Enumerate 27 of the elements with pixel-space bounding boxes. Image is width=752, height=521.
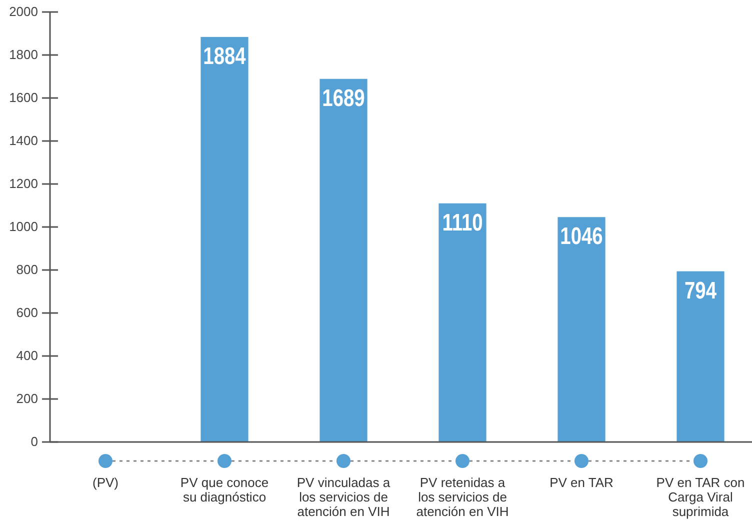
y-tick-label: 0	[30, 434, 38, 450]
data-label: 1884	[203, 42, 246, 70]
y-tick-label: 1000	[9, 219, 38, 234]
data-label: 1110	[442, 208, 483, 236]
y-tick-label: 1800	[9, 47, 38, 62]
bar	[676, 271, 724, 442]
y-tick-label: 2000	[9, 4, 38, 20]
data-label: 1689	[322, 84, 365, 112]
bar	[200, 36, 248, 442]
x-tick-label: (PV)	[92, 475, 118, 490]
y-tick-label: 1200	[9, 176, 38, 192]
x-tick-label: PV vinculadas a los servicios de atención en VIH	[296, 475, 391, 519]
x-tick-label: PV en TAR	[550, 475, 614, 490]
y-tick-label: 800	[16, 262, 38, 278]
x-tick-label: PV retenidas a los servicios de atención en VIH	[416, 475, 509, 519]
y-tick-label: 600	[16, 305, 38, 320]
x-tick-label: PV en TAR con Carga Viral suprimida	[656, 475, 745, 519]
y-tick-label: 1400	[9, 133, 38, 148]
bar	[558, 217, 606, 442]
y-tick-label: 400	[16, 348, 38, 364]
y-tick-label: 200	[16, 391, 38, 406]
y-tick-label: 1600	[9, 90, 38, 106]
bar	[320, 78, 368, 442]
data-label: 1046	[560, 222, 603, 250]
x-tick-label: PV que conoce su diagnóstico	[180, 475, 269, 504]
data-label: 794	[684, 276, 717, 304]
bar	[438, 203, 486, 442]
